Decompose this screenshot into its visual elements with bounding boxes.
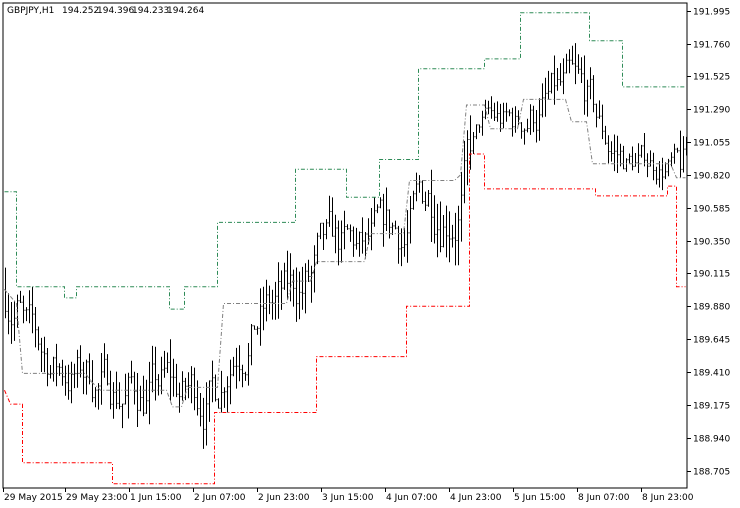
x-tick-label: 8 Jun 23:00 bbox=[642, 493, 694, 503]
y-tick-label: 189.410 bbox=[693, 369, 730, 379]
x-tick-label: 8 Jun 07:00 bbox=[578, 493, 630, 503]
chart-title: GBPJPY,H1 bbox=[7, 6, 54, 16]
x-tick-label: 29 May 23:00 bbox=[66, 493, 128, 503]
x-tick-label: 5 Jun 15:00 bbox=[514, 493, 566, 503]
x-tick-label: 2 Jun 07:00 bbox=[194, 493, 246, 503]
bands-layer bbox=[4, 12, 686, 485]
ohlc-high-value: 194.396 bbox=[97, 6, 134, 16]
y-tick-label: 189.645 bbox=[693, 336, 730, 346]
x-tick-label: 4 Jun 23:00 bbox=[450, 493, 502, 503]
y-tick-label: 189.880 bbox=[693, 303, 730, 313]
y-tick-label: 190.820 bbox=[693, 172, 730, 182]
y-tick-label: 191.290 bbox=[693, 106, 730, 116]
y-tick-label: 188.705 bbox=[693, 468, 730, 478]
ohlc-close-value: 194.264 bbox=[167, 6, 204, 16]
y-tick-label: 190.115 bbox=[693, 270, 730, 280]
candles-layer bbox=[4, 43, 688, 449]
x-tick-label: 29 May 2015 bbox=[4, 493, 63, 503]
y-tick-label: 191.055 bbox=[693, 139, 730, 149]
axes-layer: 191.995 191.760 191.525 191.290 191.055 190.8… bbox=[2, 2, 730, 503]
y-tick-label: 191.760 bbox=[693, 41, 730, 51]
ohlc-open-value: 194.252 bbox=[62, 6, 99, 16]
plot-frame bbox=[2, 2, 688, 489]
x-tick-label: 4 Jun 07:00 bbox=[386, 493, 438, 503]
lower-band-line bbox=[4, 153, 686, 485]
y-tick-label: 190.585 bbox=[693, 205, 730, 215]
y-tick-label: 191.525 bbox=[693, 73, 730, 83]
x-tick-label: 1 Jun 15:00 bbox=[130, 493, 182, 503]
upper-band-line bbox=[4, 12, 686, 310]
y-tick-label: 191.995 bbox=[693, 8, 730, 18]
x-tick-label: 2 Jun 23:00 bbox=[258, 493, 310, 503]
x-tick-label: 3 Jun 15:00 bbox=[322, 493, 374, 503]
y-tick-label: 190.350 bbox=[693, 238, 730, 248]
ohlc-low-value: 194.233 bbox=[132, 6, 169, 16]
y-tick-label: 188.940 bbox=[693, 435, 730, 445]
y-tick-label: 189.175 bbox=[693, 402, 730, 412]
middle-band-line bbox=[4, 98, 686, 408]
